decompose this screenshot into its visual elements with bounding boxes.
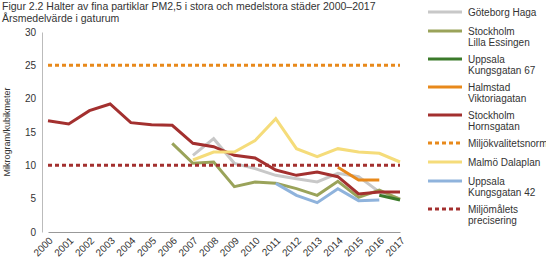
lines — [48, 65, 400, 202]
x-axis: 2000200120022003200420052006200720082009… — [31, 232, 407, 258]
x-tick: 2008 — [197, 232, 221, 258]
x-tick-label: 2010 — [238, 235, 262, 259]
legend-item: Göteborg Haga — [428, 7, 537, 18]
title: Figur 2.2 Halter av fina partiklar PM2,5… — [2, 0, 376, 12]
x-tick-label: 2001 — [52, 235, 76, 259]
legend: Göteborg Haga StockholmLilla Essingen Upps… — [428, 7, 546, 226]
legend-item: Malmö Dalaplan — [428, 157, 540, 168]
x-tick: 2011 — [260, 232, 283, 258]
legend-label: Malmö Dalaplan — [468, 157, 540, 168]
legend-label: StockholmHornsgatan — [468, 110, 520, 132]
series-line — [48, 164, 400, 167]
x-tick-label: 2008 — [197, 235, 221, 259]
y-tick: 20 — [25, 93, 42, 104]
y-axis: 0 5 10 15 20 25 30 — [25, 27, 43, 238]
legend-item: Miljömåletsprecisering — [428, 204, 518, 226]
x-tick: 2000 — [31, 232, 55, 258]
x-tick: 2013 — [301, 232, 325, 258]
legend-item: StockholmHornsgatan — [428, 110, 520, 132]
y-tick-label: 0 — [30, 227, 36, 238]
x-tick-label: 2000 — [31, 235, 55, 259]
x-tick-label: 2006 — [156, 235, 180, 259]
x-tick: 2002 — [73, 232, 97, 258]
y-tick-label: 10 — [25, 160, 37, 171]
x-tick-label: 2003 — [93, 235, 117, 259]
y-tick: 0 — [30, 227, 42, 238]
legend-swatch — [428, 86, 462, 89]
legend-swatch — [428, 142, 462, 145]
x-axis-line — [49, 232, 401, 233]
x-tick: 2006 — [156, 232, 180, 258]
x-tick-label: 2011 — [260, 235, 283, 258]
x-tick: 2007 — [176, 232, 200, 258]
x-tick-label: 2004 — [114, 235, 138, 259]
x-tick-label: 2012 — [280, 235, 304, 259]
x-tick-label: 2017 — [383, 235, 407, 259]
series-line — [379, 195, 400, 200]
legend-item: HalmstadViktoriagatan — [428, 82, 526, 104]
y-tick: 5 — [30, 193, 42, 204]
legend-label: Miljömåletsprecisering — [468, 204, 518, 226]
x-tick-label: 2016 — [363, 235, 387, 259]
y-tick: 25 — [25, 60, 42, 71]
legend-swatch — [428, 161, 462, 164]
x-tick-label: 2015 — [342, 235, 366, 259]
legend-item: StockholmLilla Essingen — [428, 26, 530, 48]
x-tick-label: 2009 — [218, 235, 242, 259]
x-tick: 2005 — [135, 232, 159, 258]
y-tick-label: 25 — [25, 60, 37, 71]
legend-label: UppsalaKungsgatan 42 — [468, 176, 536, 198]
series-line — [48, 104, 400, 194]
y-tick-label: 15 — [25, 127, 37, 138]
legend-label: Miljökvalitetsnorm — [468, 138, 546, 149]
legend-swatch — [428, 11, 462, 14]
y-axis-line — [42, 33, 43, 233]
x-tick: 2010 — [238, 232, 262, 258]
legend-swatch — [428, 208, 462, 211]
plot: 0 5 10 15 20 25 30 2000200120022003200420052006… — [25, 27, 407, 259]
legend-item: UppsalaKungsgatan 67 — [428, 54, 536, 76]
y-tick: 15 — [25, 127, 42, 138]
x-tick: 2016 — [363, 232, 387, 258]
subtitle: Årsmedelvärde i gaturum — [2, 12, 120, 24]
legend-swatch — [428, 30, 462, 33]
x-tick: 2015 — [342, 232, 366, 258]
x-tick-label: 2013 — [301, 235, 325, 259]
x-tick: 2001 — [52, 232, 76, 258]
legend-item: UppsalaKungsgatan 42 — [428, 176, 536, 198]
series-line — [193, 119, 400, 162]
x-tick: 2009 — [218, 232, 242, 258]
x-tick: 2012 — [280, 232, 304, 258]
y-tick-label: 5 — [30, 193, 36, 204]
legend-item: Miljökvalitetsnorm — [428, 138, 546, 149]
x-tick: 2003 — [93, 232, 117, 258]
x-tick: 2014 — [321, 232, 345, 258]
legend-swatch — [428, 58, 462, 61]
legend-swatch — [428, 180, 462, 183]
x-tick: 2017 — [383, 232, 407, 258]
y-tick: 10 — [25, 160, 42, 171]
legend-label: Göteborg Haga — [468, 7, 537, 18]
legend-label: HalmstadViktoriagatan — [468, 82, 526, 104]
series-line — [48, 64, 400, 67]
series-line — [276, 183, 380, 202]
chart: Figur 2.2 Halter av fina partiklar PM2,5… — [0, 0, 546, 262]
x-tick-label: 2005 — [135, 235, 159, 259]
legend-swatch — [428, 114, 462, 117]
legend-label: UppsalaKungsgatan 67 — [468, 54, 536, 76]
y-tick: 30 — [25, 27, 42, 38]
y-tick-label: 30 — [25, 27, 37, 38]
x-tick-label: 2014 — [321, 235, 345, 259]
y-tick-label: 20 — [25, 93, 37, 104]
x-tick-label: 2002 — [73, 235, 97, 259]
series-line — [338, 167, 379, 180]
x-tick: 2004 — [114, 232, 138, 258]
y-axis-title: Mikrogram/kubikmeter — [2, 87, 12, 176]
x-tick-label: 2007 — [176, 235, 200, 259]
legend-label: StockholmLilla Essingen — [468, 26, 530, 48]
